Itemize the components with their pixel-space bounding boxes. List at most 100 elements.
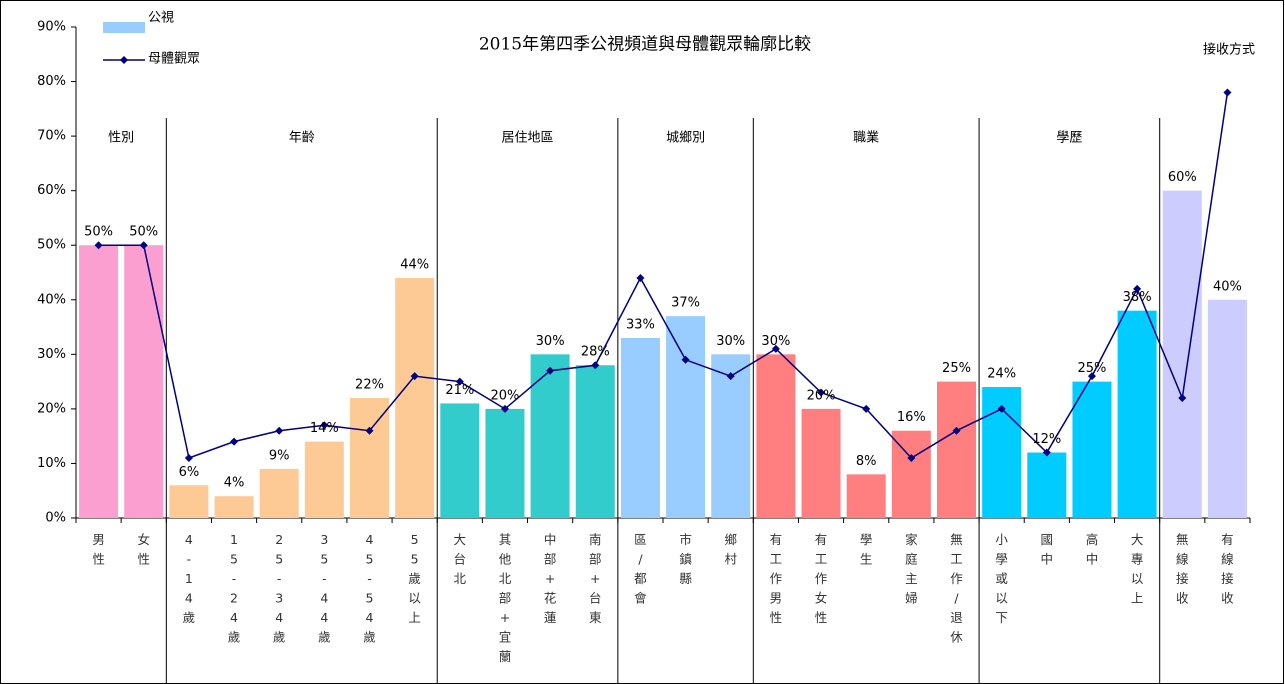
value-label: 14% bbox=[310, 421, 339, 436]
value-label: 16% bbox=[897, 410, 926, 425]
x-tick-label: 南部+台東 bbox=[589, 532, 602, 625]
value-label: 8% bbox=[856, 454, 877, 469]
bar bbox=[801, 408, 841, 518]
y-tick-label: 80% bbox=[37, 74, 66, 89]
x-tick-label: 無線接收 bbox=[1176, 532, 1189, 606]
line-marker bbox=[365, 426, 374, 435]
value-label: 25% bbox=[1078, 361, 1107, 376]
line-marker bbox=[455, 377, 464, 386]
value-label: 20% bbox=[807, 388, 836, 403]
bar bbox=[711, 354, 751, 518]
line-marker bbox=[681, 355, 690, 364]
bar bbox=[440, 403, 480, 518]
bar bbox=[169, 485, 209, 518]
x-tick-label: 其他北部+宜蘭 bbox=[499, 532, 512, 664]
bar bbox=[620, 337, 660, 518]
chart-title: 2015年第四季公視頻道與母體觀眾輪廓比較 bbox=[479, 35, 811, 55]
x-tick-label: 鄉村 bbox=[724, 532, 737, 567]
y-tick-label: 0% bbox=[45, 511, 66, 526]
line-marker bbox=[410, 372, 419, 381]
bar bbox=[259, 468, 299, 518]
value-label: 60% bbox=[1168, 170, 1197, 185]
x-tick-label: 女性 bbox=[137, 532, 150, 567]
y-tick-label: 60% bbox=[37, 183, 66, 198]
group-label: 年齡 bbox=[289, 131, 315, 146]
value-label: 50% bbox=[84, 225, 113, 240]
legend-label: 母體觀眾 bbox=[148, 52, 200, 67]
line-marker bbox=[771, 344, 780, 353]
line-marker bbox=[591, 361, 600, 370]
value-label: 28% bbox=[581, 345, 610, 360]
bar bbox=[891, 430, 931, 518]
x-tick-label: 有工作男性 bbox=[770, 532, 783, 625]
value-label: 21% bbox=[445, 383, 474, 398]
line bbox=[98, 92, 1229, 459]
y-tick-label: 50% bbox=[37, 238, 66, 253]
value-label: 44% bbox=[400, 257, 429, 272]
group-label: 居住地區 bbox=[502, 131, 554, 146]
value-label: 30% bbox=[716, 334, 745, 349]
line-marker bbox=[94, 241, 103, 250]
bar bbox=[79, 245, 119, 518]
group-label: 職業 bbox=[853, 130, 879, 146]
y-tick-label: 40% bbox=[37, 292, 66, 307]
line-marker bbox=[320, 421, 329, 430]
x-tick-label: 國中 bbox=[1041, 532, 1054, 567]
value-label: 20% bbox=[491, 388, 520, 403]
value-label: 40% bbox=[1213, 279, 1242, 294]
group-label: 城鄉別 bbox=[666, 130, 705, 146]
line-marker bbox=[997, 404, 1006, 413]
x-tick-label: 大台北 bbox=[454, 532, 467, 586]
value-label: 25% bbox=[942, 361, 971, 376]
value-label: 9% bbox=[269, 448, 290, 463]
value-label: 38% bbox=[1123, 290, 1152, 305]
value-label: 33% bbox=[626, 317, 655, 332]
x-tick-label: 5 5 歲以上 bbox=[408, 532, 421, 625]
bar bbox=[1207, 299, 1247, 518]
legend-marker bbox=[120, 56, 128, 64]
line-marker bbox=[184, 453, 193, 462]
line-marker bbox=[636, 273, 645, 282]
y-tick-label: 30% bbox=[37, 347, 66, 362]
bar bbox=[350, 397, 389, 518]
x-tick-label: 家庭主婦 bbox=[905, 532, 918, 606]
line-marker bbox=[1178, 393, 1187, 402]
line-marker bbox=[1042, 448, 1051, 457]
bar bbox=[304, 441, 344, 518]
legend-label: 公視 bbox=[148, 11, 174, 26]
line-marker bbox=[952, 426, 961, 435]
legend-swatch bbox=[103, 22, 145, 33]
y-tick-label: 20% bbox=[37, 401, 66, 416]
x-tick-label: 學生 bbox=[860, 532, 873, 567]
x-tick-label: 高中 bbox=[1086, 532, 1099, 567]
line-marker bbox=[862, 404, 871, 413]
x-tick-label: 無工作/退休 bbox=[950, 532, 963, 645]
line-marker bbox=[726, 372, 735, 381]
line-marker bbox=[817, 388, 826, 397]
line-marker bbox=[500, 404, 509, 413]
x-tick-label: 4 -1 4 歲 bbox=[183, 532, 196, 625]
bar bbox=[214, 496, 254, 518]
line-marker bbox=[230, 437, 239, 446]
x-tick-label: 大專以上 bbox=[1131, 532, 1144, 606]
group-label: 接收方式 bbox=[1203, 42, 1255, 58]
x-tick-label: 1 5 -2 4 歲 bbox=[228, 532, 241, 645]
value-label: 6% bbox=[179, 465, 200, 480]
line-marker bbox=[1223, 88, 1232, 97]
value-label: 22% bbox=[355, 377, 384, 392]
bar bbox=[846, 474, 886, 518]
value-label: 12% bbox=[1032, 432, 1061, 447]
line-marker bbox=[139, 241, 148, 250]
x-tick-label: 2 5 -3 4 歲 bbox=[273, 532, 286, 645]
x-tick-label: 市鎮縣 bbox=[679, 532, 692, 586]
value-label: 50% bbox=[129, 225, 158, 240]
value-label: 24% bbox=[987, 367, 1016, 382]
value-label: 30% bbox=[761, 334, 790, 349]
x-tick-label: 有線接收 bbox=[1221, 532, 1234, 606]
line-marker bbox=[1087, 372, 1096, 381]
x-tick-label: 區/都會 bbox=[634, 532, 647, 606]
group-label: 學歷 bbox=[1056, 131, 1082, 146]
bar bbox=[395, 277, 435, 518]
x-tick-label: 4 5 -5 4 歲 bbox=[363, 532, 376, 645]
